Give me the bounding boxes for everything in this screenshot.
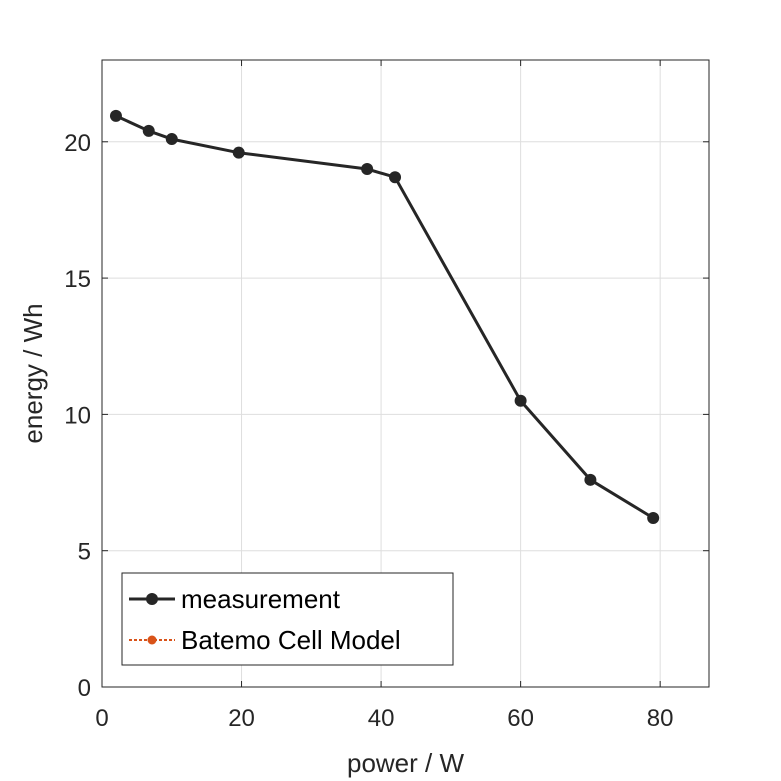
x-axis-label: power / W bbox=[347, 748, 464, 778]
data-point bbox=[142, 124, 155, 137]
legend-box bbox=[121, 572, 454, 666]
x-tick-label: 80 bbox=[647, 705, 674, 732]
series-layer bbox=[109, 109, 660, 524]
data-point bbox=[514, 394, 527, 407]
y-tick-label: 10 bbox=[64, 402, 91, 429]
x-tick-label: 0 bbox=[95, 705, 108, 732]
legend-label: Batemo Cell Model bbox=[181, 625, 401, 655]
legend: measurement Batemo Cell Model bbox=[121, 572, 454, 666]
data-point bbox=[361, 163, 374, 176]
y-tick-label: 0 bbox=[78, 675, 91, 702]
data-point bbox=[389, 171, 402, 184]
y-axis-ticks: 0 5 10 15 20 bbox=[64, 130, 709, 702]
legend-marker bbox=[146, 593, 158, 605]
x-tick-label: 40 bbox=[368, 705, 395, 732]
x-tick-label: 20 bbox=[228, 705, 255, 732]
plot-frame bbox=[101, 59, 710, 688]
data-point bbox=[584, 473, 597, 486]
x-axis-ticks: 0 20 40 60 80 bbox=[95, 60, 674, 732]
legend-marker bbox=[147, 635, 157, 645]
y-tick-label: 5 bbox=[78, 539, 91, 566]
data-point bbox=[109, 109, 122, 122]
data-point bbox=[232, 146, 245, 159]
y-axis-label: energy / Wh bbox=[18, 303, 48, 443]
y-tick-label: 20 bbox=[64, 130, 91, 157]
data-point bbox=[647, 511, 660, 524]
data-point bbox=[165, 133, 178, 146]
legend-label: measurement bbox=[181, 584, 341, 614]
y-tick-label: 15 bbox=[64, 266, 91, 293]
x-tick-label: 60 bbox=[507, 705, 534, 732]
